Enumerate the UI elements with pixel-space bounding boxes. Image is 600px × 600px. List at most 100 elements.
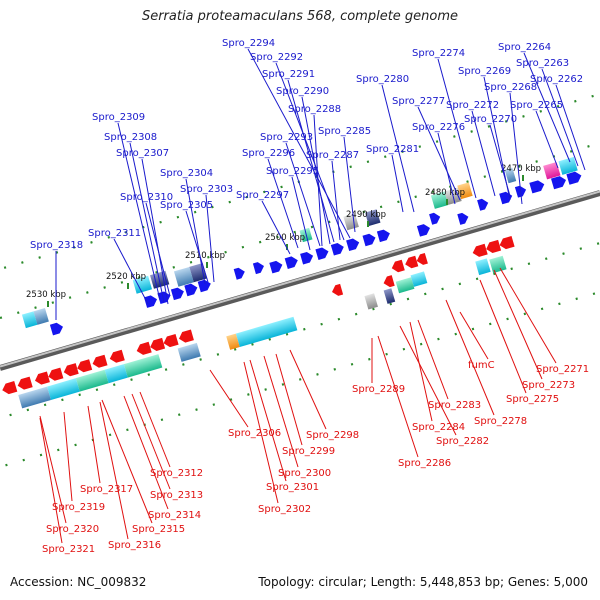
forward-gene-label: Spro_2280 [356,74,409,85]
forward-gene-label: Spro_2264 [498,42,551,53]
forward-gene-arrow [529,180,545,194]
reverse-gene-label: Spro_2289 [352,384,405,395]
forward-gene-label: Spro_2277 [392,96,445,107]
forward-feature-bar [132,275,153,294]
kbp-label: 2470 kbp [501,164,541,174]
reverse-gene-leader [139,391,171,468]
forward-gene-label: Spro_2291 [262,69,315,80]
forward-gene-leader [313,114,323,247]
forward-gene-label: Spro_2285 [318,126,371,137]
forward-gene-label: Spro_2309 [92,112,145,123]
forward-gene-arrow [315,247,329,260]
forward-gene-arrow [376,229,390,243]
forward-gene-label: Spro_2296 [242,148,295,159]
kbp-label: 2500 kbp [265,233,305,243]
reverse-gene-label: Spro_2278 [474,416,527,427]
forward-feature-bar [457,182,473,200]
reverse-gene-label: Spro_2299 [282,446,335,457]
reverse-feature-bar [104,364,128,384]
kbp-label: 2480 kbp [425,188,465,198]
reverse-gene-arrow [2,381,18,395]
forward-gene-label: Spro_2308 [104,132,157,143]
reverse-gene-arrow [405,255,419,269]
forward-gene-leader [437,132,456,205]
reverse-gene-label: Spro_2317 [80,484,133,495]
forward-feature-bar [543,161,561,180]
reverse-gene-label: Spro_2284 [412,422,465,433]
forward-gene-arrow [499,191,513,205]
forward-gene-label: Spro_2307 [116,148,169,159]
forward-gene-leader [555,84,586,171]
forward-gene-label: Spro_2293 [260,132,313,143]
reverse-gene-arrow [472,243,488,257]
forward-gene-leader [185,210,209,283]
reverse-gene-label: Spro_2282 [436,436,489,447]
reverse-gene-label: Spro_2320 [46,524,99,535]
reverse-gene-leader [39,415,67,524]
forward-feature-bar [33,308,49,325]
forward-gene-leader [437,58,477,199]
forward-gene-arrow [300,252,314,265]
reverse-gene-label: Spro_2306 [228,428,281,439]
forward-gene-label: Spro_2265 [510,100,563,111]
reverse-gene-label: Spro_2271 [536,364,589,375]
reverse-gene-label: Spro_2286 [398,458,451,469]
forward-gene-leader [185,178,206,285]
forward-gene-label: Spro_2303 [180,184,233,195]
forward-feature-bar [430,191,449,209]
forward-gene-leader [129,142,165,303]
reverse-gene-label: fumC [468,360,495,371]
forward-gene-leader [267,158,299,249]
reverse-gene-leader [131,393,171,490]
forward-gene-leader [509,92,523,205]
forward-gene-label: Spro_2294 [222,38,275,49]
forward-gene-leader [541,68,579,167]
forward-gene-arrow [144,295,157,308]
forward-gene-leader [523,52,571,163]
forward-gene-leader [117,122,161,301]
forward-gene-leader [287,79,335,243]
topology-label: Topology: circular; Length: 5,448,853 bp… [258,575,588,589]
forward-feature-bar [21,311,38,329]
forward-gene-label: Spro_2295 [266,166,319,177]
reverse-gene-arrow [48,367,64,381]
forward-gene-label: Spro_2263 [516,58,569,69]
forward-gene-arrow [566,171,582,185]
reverse-gene-label: Spro_2301 [266,482,319,493]
forward-gene-arrow [416,224,430,237]
forward-gene-label: Spro_2288 [288,104,341,115]
forward-gene-leader [113,238,149,305]
reverse-gene-arrow [163,334,179,348]
forward-gene-label: Spro_2305 [160,200,213,211]
forward-gene-arrow [170,287,184,301]
reverse-gene-arrow [332,283,344,296]
reverse-gene-leader [99,401,129,540]
reverse-gene-leader [63,411,73,502]
reverse-gene-leader [249,359,287,482]
genome-backbone [0,190,600,371]
forward-gene-label: Spro_2276 [412,122,465,133]
reverse-gene-label: Spro_2312 [150,468,203,479]
forward-gene-leader [331,160,341,241]
forward-gene-leader [205,194,215,283]
reverse-gene-label: Spro_2319 [52,502,105,513]
reverse-feature-bar [475,258,491,276]
forward-gene-leader [535,110,559,169]
kbp-label: 2520 kbp [106,272,146,282]
reverse-gene-arrow [92,354,108,368]
genome-backbone-highlight [0,190,600,368]
forward-gene-arrow [284,256,298,269]
accession-label: Accession: NC_009832 [10,575,147,589]
forward-gene-leader [291,176,311,251]
reverse-gene-leader [101,399,153,524]
forward-gene-arrow [269,260,283,274]
forward-gene-arrow [551,176,566,190]
forward-gene-arrow [457,212,469,225]
forward-feature-bar [343,213,359,231]
reverse-gene-arrow [77,359,93,373]
forward-gene-label: Spro_2311 [88,228,141,239]
forward-gene-arrow [346,238,360,251]
reverse-gene-leader [263,355,299,468]
reverse-feature-bar [410,271,428,287]
